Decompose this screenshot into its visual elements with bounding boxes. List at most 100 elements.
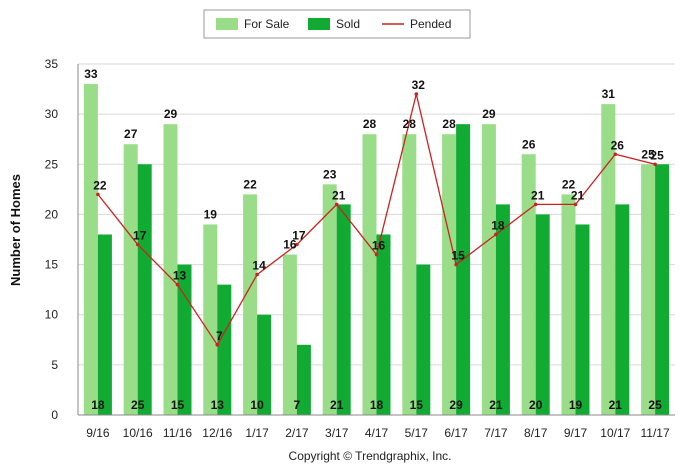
data-label-sold: 18 — [370, 398, 384, 412]
data-label-pended: 13 — [173, 269, 187, 283]
data-label-for-sale: 23 — [323, 167, 337, 181]
data-label-pended: 25 — [650, 148, 664, 162]
bar-for-sale — [561, 194, 576, 415]
legend-box — [203, 9, 471, 39]
x-tick-label: 2/17 — [285, 426, 309, 440]
data-label-pended: 7 — [216, 329, 223, 343]
y-tick-label: 30 — [45, 107, 59, 121]
bar-for-sale — [163, 124, 178, 416]
data-label-for-sale: 16 — [283, 238, 297, 252]
pended-point — [414, 92, 419, 96]
bar-for-sale — [322, 184, 337, 415]
data-label-pended: 22 — [93, 178, 107, 192]
data-label-pended: 18 — [491, 218, 505, 232]
data-label-sold: 29 — [449, 398, 463, 412]
bar-for-sale — [521, 154, 536, 415]
data-label-pended: 32 — [412, 78, 426, 92]
bar-sold — [495, 204, 510, 415]
data-label-for-sale: 31 — [602, 87, 616, 101]
bar-sold — [416, 264, 431, 415]
bar-sold — [615, 204, 630, 415]
labels-layer: 33 18 27 25 29 15 19 13 22 10 16 7 23 21 28 18 28 15 28 29 2… — [84, 67, 664, 412]
bar-sold — [137, 164, 152, 415]
bar-for-sale — [641, 164, 656, 415]
y-tick-label: 25 — [45, 157, 59, 171]
data-label-for-sale: 22 — [562, 177, 576, 191]
pended-point — [454, 262, 458, 267]
pended-point — [573, 202, 578, 207]
pended-point — [175, 282, 180, 287]
y-tick-label: 20 — [45, 207, 59, 221]
x-tick-label: 9/17 — [564, 426, 588, 440]
data-label-for-sale: 27 — [124, 127, 138, 141]
data-label-for-sale: 33 — [84, 67, 98, 81]
data-label-for-sale: 26 — [522, 137, 536, 151]
x-tick-label: 10/16 — [123, 426, 153, 440]
bar-sold — [257, 314, 272, 415]
data-label-pended: 16 — [372, 239, 386, 253]
data-label-for-sale: 22 — [243, 177, 257, 191]
y-tick-label: 10 — [45, 308, 59, 322]
data-label-pended: 21 — [571, 188, 585, 202]
x-tick-label: 11/17 — [641, 426, 670, 440]
x-tick-label: 10/17 — [600, 426, 630, 440]
pended-point — [494, 232, 498, 237]
bar-for-sale — [282, 254, 297, 415]
data-label-sold: 15 — [171, 398, 185, 412]
pended-point — [374, 252, 379, 257]
data-label-pended: 21 — [332, 188, 346, 202]
data-label-sold: 10 — [250, 398, 264, 412]
pended-point — [613, 152, 618, 157]
data-label-sold: 21 — [330, 398, 344, 412]
data-label-pended: 15 — [451, 249, 465, 263]
data-label-for-sale: 29 — [164, 107, 178, 121]
data-label-for-sale: 28 — [363, 117, 377, 131]
bar-for-sale — [601, 104, 616, 415]
data-label-sold: 25 — [648, 398, 662, 412]
pended-point — [255, 272, 259, 277]
x-tick-label: 11/16 — [163, 426, 192, 440]
axes-layer: 0 5 10 15 20 25 30 35 9/16 10/16 11/16 12/16 1/17 2/1… — [45, 57, 675, 440]
x-tick-label: 1/17 — [245, 426, 269, 440]
legend-label-for-sale: For Sale — [244, 17, 290, 31]
legend-swatch-for-sale — [216, 18, 238, 30]
bar-sold — [97, 234, 112, 415]
legend: For Sale Sold Pended — [203, 9, 471, 39]
data-label-sold: 7 — [294, 398, 301, 412]
y-axis-title: Number of Homes — [8, 174, 23, 286]
legend-label-sold: Sold — [336, 17, 360, 31]
x-tick-label: 4/17 — [365, 426, 389, 440]
bar-sold — [336, 204, 351, 415]
bar-for-sale — [442, 134, 457, 415]
pended-point — [653, 162, 657, 167]
data-label-pended: 17 — [292, 229, 306, 243]
pended-point — [533, 202, 538, 207]
data-label-sold: 18 — [91, 398, 105, 412]
bar-for-sale — [243, 194, 258, 415]
data-label-pended: 21 — [531, 188, 545, 202]
y-tick-label: 15 — [45, 258, 59, 272]
bar-sold — [177, 264, 192, 415]
bar-for-sale — [362, 134, 377, 415]
x-tick-label: 12/16 — [202, 426, 232, 440]
pended-point — [334, 202, 339, 207]
y-tick-label: 35 — [45, 57, 59, 71]
x-tick-label: 7/17 — [484, 426, 508, 440]
y-tick-label: 0 — [51, 408, 58, 422]
x-tick-label: 5/17 — [405, 426, 429, 440]
data-label-sold: 20 — [529, 398, 543, 412]
bar-for-sale — [123, 144, 138, 415]
data-label-for-sale: 28 — [403, 117, 417, 131]
data-label-sold: 25 — [131, 398, 145, 412]
pended-point — [135, 242, 140, 247]
data-label-for-sale: 29 — [482, 107, 496, 121]
legend-swatch-sold — [308, 18, 330, 30]
copyright-text: Copyright © Trendgraphix, Inc. — [289, 449, 452, 463]
data-label-sold: 15 — [410, 398, 424, 412]
x-tick-label: 9/16 — [86, 426, 110, 440]
data-label-pended: 14 — [252, 259, 266, 273]
data-label-for-sale: 25 — [641, 147, 655, 161]
bar-for-sale — [83, 84, 98, 416]
bar-for-sale — [203, 224, 218, 415]
